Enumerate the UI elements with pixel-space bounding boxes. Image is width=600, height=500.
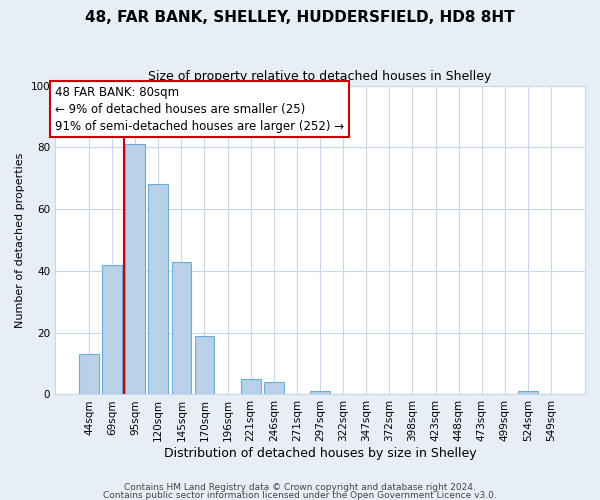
Text: 48 FAR BANK: 80sqm
← 9% of detached houses are smaller (25)
91% of semi-detached: 48 FAR BANK: 80sqm ← 9% of detached hous… <box>55 86 344 132</box>
Bar <box>102 264 122 394</box>
Text: Contains HM Land Registry data © Crown copyright and database right 2024.: Contains HM Land Registry data © Crown c… <box>124 484 476 492</box>
Bar <box>125 144 145 395</box>
X-axis label: Distribution of detached houses by size in Shelley: Distribution of detached houses by size … <box>164 447 476 460</box>
Bar <box>241 379 260 394</box>
Bar <box>79 354 99 395</box>
Text: Contains public sector information licensed under the Open Government Licence v3: Contains public sector information licen… <box>103 490 497 500</box>
Bar <box>518 392 538 394</box>
Bar <box>194 336 214 394</box>
Y-axis label: Number of detached properties: Number of detached properties <box>15 152 25 328</box>
Bar <box>310 392 330 394</box>
Bar <box>172 262 191 394</box>
Text: 48, FAR BANK, SHELLEY, HUDDERSFIELD, HD8 8HT: 48, FAR BANK, SHELLEY, HUDDERSFIELD, HD8… <box>85 10 515 25</box>
Bar <box>148 184 168 394</box>
Title: Size of property relative to detached houses in Shelley: Size of property relative to detached ho… <box>148 70 492 83</box>
Bar <box>264 382 284 394</box>
